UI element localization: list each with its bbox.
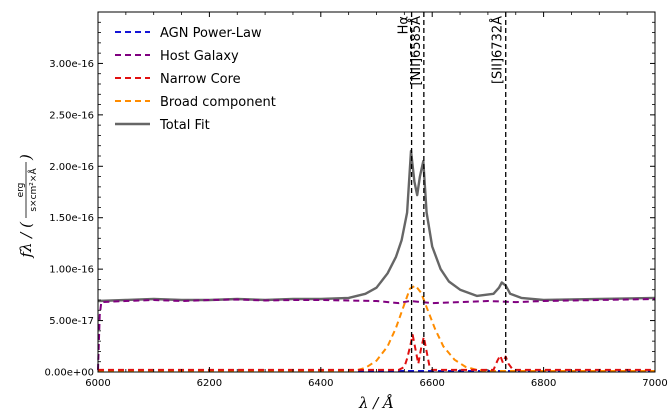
x-tick-label: 6800 <box>531 378 556 389</box>
legend-label: AGN Power-Law <box>160 26 262 41</box>
data-layer <box>97 149 656 372</box>
plot-frame <box>97 11 656 373</box>
y-tick-label: 2.00e-16 <box>49 162 94 173</box>
series-line-total-fit <box>97 149 656 303</box>
vline-layer: Hα[NII]6585Å [SII]6732Å <box>397 12 507 372</box>
series-line-host-galaxy <box>97 298 656 370</box>
legend-label: Total Fit <box>159 118 210 133</box>
y-tick-label: 5.00e-17 <box>49 316 94 327</box>
y-tick-label: 0.00e+00 <box>44 368 94 379</box>
x-axis-label: λ / Å <box>358 394 394 412</box>
legend: AGN Power-Law Host Galaxy Narrow Core Broad… <box>115 26 276 133</box>
y-tick-label: 2.50e-16 <box>49 110 94 121</box>
x-tick-label: 6400 <box>308 378 333 389</box>
y-tick-label: 3.00e-16 <box>49 59 94 70</box>
x-tick-label: 6200 <box>197 378 222 389</box>
x-tick-label: 7000 <box>642 378 667 389</box>
legend-label: Host Galaxy <box>160 49 239 64</box>
x-tick-label: 6000 <box>85 378 110 389</box>
series-line-broad-component <box>98 284 655 372</box>
legend-label: Broad component <box>160 95 276 110</box>
y-axis-label-prefix: fλ / ( <box>17 221 35 259</box>
y-axis-label-denominator: s×cm²×Å <box>27 168 39 212</box>
reference-line-label-1: [NII]6585Å <box>408 16 424 86</box>
series-line-narrow-core <box>98 334 655 371</box>
y-axis-label-suffix: ) <box>17 154 35 161</box>
y-axis-label-numerator: erg <box>16 183 26 198</box>
reference-line-label-2: [SII]6732Å <box>490 16 506 84</box>
legend-label: Narrow Core <box>160 72 241 87</box>
y-axis-label: fλ / ( erg s×cm²×Å ) <box>16 154 39 259</box>
x-tick-label: 6600 <box>419 378 444 389</box>
y-tick-label: 1.00e-16 <box>49 265 94 276</box>
tick-layer: 6000 6200 6400 6600 6800 7000 0.00e+00 5.00e-17… <box>44 12 668 389</box>
reference-line-label-0: Hα <box>397 16 412 34</box>
y-tick-label: 1.50e-16 <box>49 213 94 224</box>
